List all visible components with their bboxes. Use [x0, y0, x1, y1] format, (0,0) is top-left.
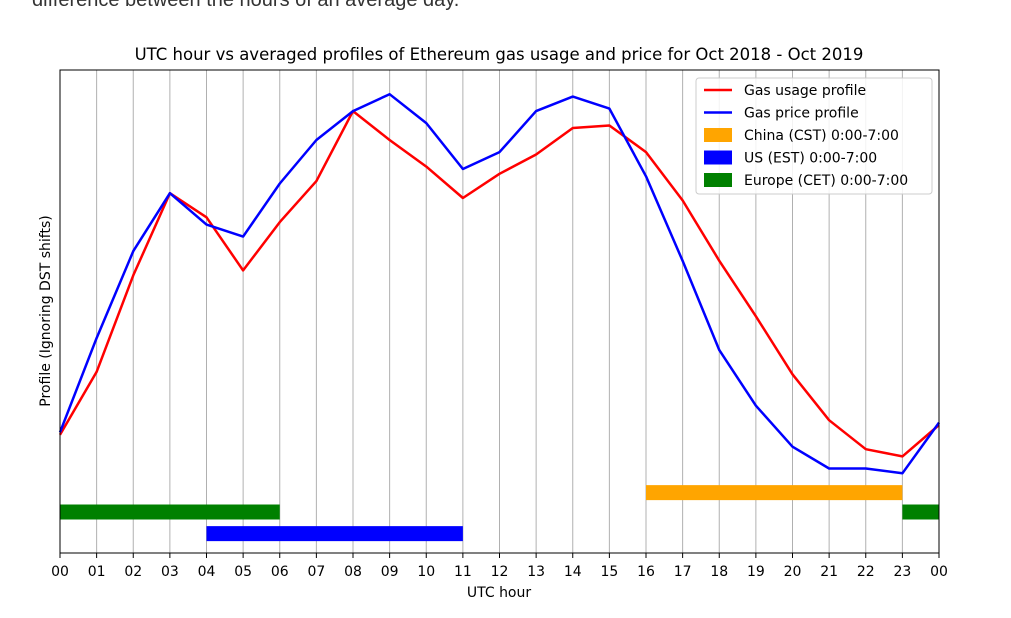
legend: Gas usage profile Gas price profile China … — [695, 77, 933, 195]
x-tick-label: 13 — [527, 564, 545, 580]
legend-color-swatch — [704, 128, 732, 142]
x-tick-label: 16 — [637, 564, 655, 580]
x-tick-label: 19 — [747, 564, 765, 580]
legend-label: Gas price profile — [744, 106, 859, 122]
x-tick-label: 01 — [88, 564, 106, 580]
legend-color-swatch — [704, 173, 732, 187]
x-tick-label: 02 — [124, 564, 142, 580]
time-zone-bars — [60, 485, 939, 542]
x-tick-label: 05 — [234, 564, 252, 580]
caption-fragment: difference between the hours of an avera… — [32, 0, 460, 11]
legend-label: Gas usage profile — [744, 83, 866, 99]
x-tick-label: 00 — [930, 564, 948, 580]
x-tick-label: 17 — [674, 564, 692, 580]
x-tick-label: 03 — [161, 564, 179, 580]
x-tick-label: 20 — [784, 564, 802, 580]
legend-label: China (CST) 0:00-7:00 — [744, 128, 899, 144]
x-tick-label: 14 — [564, 564, 582, 580]
x-tick-label: 10 — [417, 564, 435, 580]
legend-label: Europe (CET) 0:00-7:00 — [744, 173, 908, 189]
series-lines — [58, 92, 941, 475]
series-line — [58, 109, 940, 458]
series-line — [58, 92, 941, 475]
x-tick-label: 09 — [381, 564, 399, 580]
chart-title: UTC hour vs averaged profiles of Ethereu… — [135, 45, 864, 64]
x-axis-label: UTC hour — [467, 585, 532, 601]
x-tick-label: 07 — [307, 564, 325, 580]
x-tick-label: 08 — [344, 564, 362, 580]
y-axis-label: Profile (Ignoring DST shifts) — [38, 215, 54, 406]
x-tick-label: 21 — [820, 564, 838, 580]
x-tick-label: 18 — [710, 564, 728, 580]
x-tick-label: 22 — [857, 564, 875, 580]
legend-label: US (EST) 0:00-7:00 — [744, 151, 877, 167]
legend-frame — [695, 77, 933, 195]
x-tick-label: 06 — [271, 564, 289, 580]
legend-color-swatch — [704, 150, 732, 165]
x-tick-label: 12 — [491, 564, 509, 580]
x-tick-label: 23 — [893, 564, 911, 580]
x-tick-label: 04 — [198, 564, 216, 580]
x-tick-label: 15 — [600, 564, 618, 580]
x-axis-ticks: 00 01 02 03 04 05 06 07 08 09 10 11 12 13 14 15 16 17 18 19… — [51, 553, 948, 580]
x-tick-label: 11 — [454, 564, 472, 580]
x-tick-label: 00 — [51, 564, 69, 580]
